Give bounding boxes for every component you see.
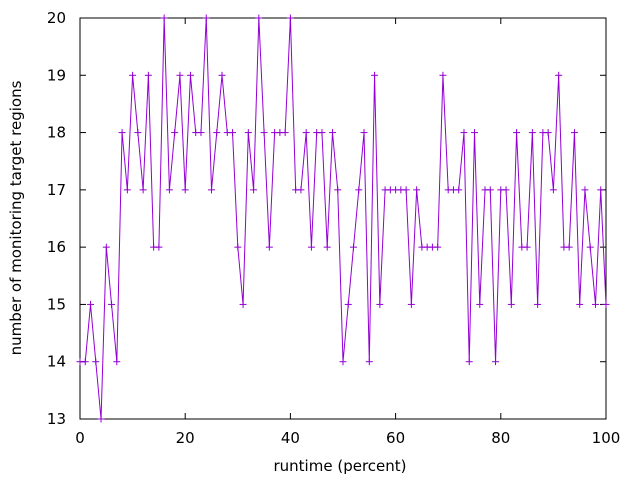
data-point — [355, 186, 363, 194]
x-tick-label: 0 — [75, 429, 85, 447]
data-point — [197, 129, 205, 137]
y-tick-label: 17 — [47, 181, 66, 199]
data-point — [281, 129, 289, 137]
x-tick-label: 80 — [491, 429, 510, 447]
data-point — [434, 243, 442, 251]
data-point — [171, 129, 179, 137]
data-point — [507, 300, 515, 308]
plot-frame — [79, 17, 607, 420]
data-point — [565, 243, 573, 251]
y-tick-label: 15 — [47, 295, 66, 313]
data-point — [155, 243, 163, 251]
data-point — [602, 300, 610, 308]
data-point — [229, 129, 237, 137]
data-point — [234, 243, 242, 251]
data-point — [81, 358, 89, 366]
data-point — [165, 186, 173, 194]
data-markers — [76, 14, 610, 423]
data-point — [239, 300, 247, 308]
data-point — [360, 129, 368, 137]
x-tick-label: 100 — [592, 429, 621, 447]
data-point — [302, 129, 310, 137]
data-point — [176, 71, 184, 79]
data-point — [350, 243, 358, 251]
data-point — [202, 14, 210, 22]
data-point — [260, 129, 268, 137]
data-point — [92, 358, 100, 366]
data-point — [576, 300, 584, 308]
data-point — [129, 71, 137, 79]
data-point — [339, 358, 347, 366]
data-point — [513, 129, 521, 137]
data-point — [502, 186, 510, 194]
data-point — [528, 129, 536, 137]
data-point — [471, 129, 478, 137]
data-point — [402, 186, 410, 194]
data-point — [318, 129, 326, 137]
y-tick-label: 19 — [47, 66, 66, 84]
data-point — [344, 300, 352, 308]
data-point — [134, 129, 142, 137]
data-point — [581, 186, 589, 194]
data-point — [307, 243, 315, 251]
data-point — [186, 71, 194, 79]
data-point — [118, 129, 126, 137]
data-point — [439, 71, 447, 79]
y-tick-label: 13 — [47, 410, 66, 428]
data-point — [208, 186, 215, 194]
data-point — [570, 129, 578, 137]
data-point — [586, 243, 594, 251]
data-point — [591, 300, 599, 308]
data-point — [365, 358, 373, 366]
data-point — [87, 300, 95, 308]
data-point — [407, 300, 415, 308]
y-tick-label: 20 — [47, 9, 66, 27]
data-point — [255, 14, 263, 22]
y-tick-label: 16 — [47, 238, 66, 256]
data-point — [102, 243, 110, 251]
data-point — [265, 243, 273, 251]
data-point — [534, 300, 542, 308]
data-point — [244, 129, 252, 137]
x-tick-label: 60 — [386, 429, 405, 447]
x-tick-label: 40 — [281, 429, 300, 447]
data-point — [597, 186, 605, 194]
x-axis-label: runtime (percent) — [274, 457, 407, 475]
y-tick-label: 18 — [47, 124, 66, 142]
data-point — [218, 71, 226, 79]
data-point — [113, 358, 121, 366]
x-tick-label: 20 — [176, 429, 195, 447]
data-point — [123, 186, 131, 194]
data-point — [213, 129, 221, 137]
data-point — [97, 415, 105, 423]
data-point — [413, 186, 421, 194]
data-point — [376, 300, 384, 308]
data-point — [181, 186, 189, 194]
data-point — [323, 243, 331, 251]
data-point — [492, 358, 500, 366]
data-point — [549, 186, 557, 194]
data-point — [144, 71, 152, 79]
data-point — [328, 129, 336, 137]
data-point — [371, 71, 379, 79]
data-point — [555, 71, 563, 79]
data-point — [465, 358, 473, 366]
data-point — [544, 129, 552, 137]
data-point — [486, 186, 494, 194]
data-point — [250, 186, 258, 194]
data-point — [455, 186, 463, 194]
data-point — [334, 186, 342, 194]
y-tick-label: 14 — [47, 353, 66, 371]
data-point — [108, 300, 116, 308]
axis-tick-labels: 0 20 40 60 80 100 13 14 15 16 17 18 19 20 — [47, 9, 620, 447]
data-point — [460, 129, 468, 137]
data-point — [286, 14, 294, 22]
data-point — [139, 186, 147, 194]
data-point — [476, 300, 484, 308]
data-point — [523, 243, 531, 251]
y-axis-label: number of monitoring target regions — [7, 80, 25, 355]
data-point — [297, 186, 305, 194]
data-point — [160, 14, 168, 22]
